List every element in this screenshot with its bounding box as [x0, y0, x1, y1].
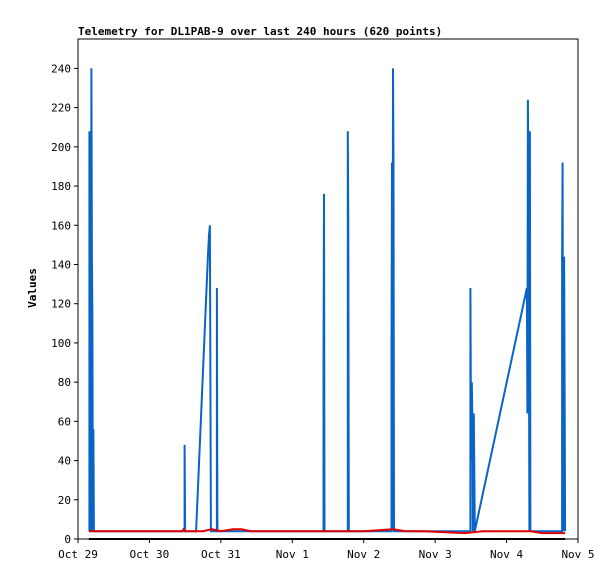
- x-tick-label: Nov 1: [276, 548, 309, 561]
- plot-area: [77, 38, 579, 540]
- series-group: [88, 68, 567, 540]
- y-tick-label: 160: [51, 219, 71, 232]
- x-tick-label: Nov 5: [561, 548, 594, 561]
- y-axis: 0 20 40 60 80 100 120 140 160 180 200 220 240: [51, 62, 78, 546]
- y-tick-label: 240: [51, 62, 71, 75]
- y-tick-label: 220: [51, 102, 71, 115]
- y-tick-label: 80: [58, 376, 71, 389]
- y-tick-label: 140: [51, 258, 71, 271]
- x-tick-label: Oct 29: [58, 548, 98, 561]
- x-tick-label: Nov 4: [490, 548, 523, 561]
- series-line: [88, 68, 567, 533]
- y-tick-label: 100: [51, 337, 71, 350]
- series-line: [88, 527, 566, 535]
- x-tick-label: Oct 30: [130, 548, 170, 561]
- x-axis: Oct 29 Oct 30 Oct 31 Nov 1 Nov 2 Nov 3 Nov 4 No…: [58, 539, 595, 561]
- y-tick-label: 120: [51, 298, 71, 311]
- y-tick-label: 20: [58, 494, 71, 507]
- y-tick-label: 60: [58, 415, 71, 428]
- y-tick-label: 40: [58, 455, 71, 468]
- y-tick-label: 200: [51, 141, 71, 154]
- chart-title: Telemetry for DL1PAB-9 over last 240 hou…: [78, 25, 442, 38]
- x-tick-label: Nov 2: [347, 548, 380, 561]
- y-tick-label: 0: [64, 533, 71, 546]
- y-tick-label: 180: [51, 180, 71, 193]
- x-tick-label: Nov 3: [419, 548, 452, 561]
- x-tick-label: Oct 31: [201, 548, 241, 561]
- y-axis-label: Values: [26, 268, 39, 308]
